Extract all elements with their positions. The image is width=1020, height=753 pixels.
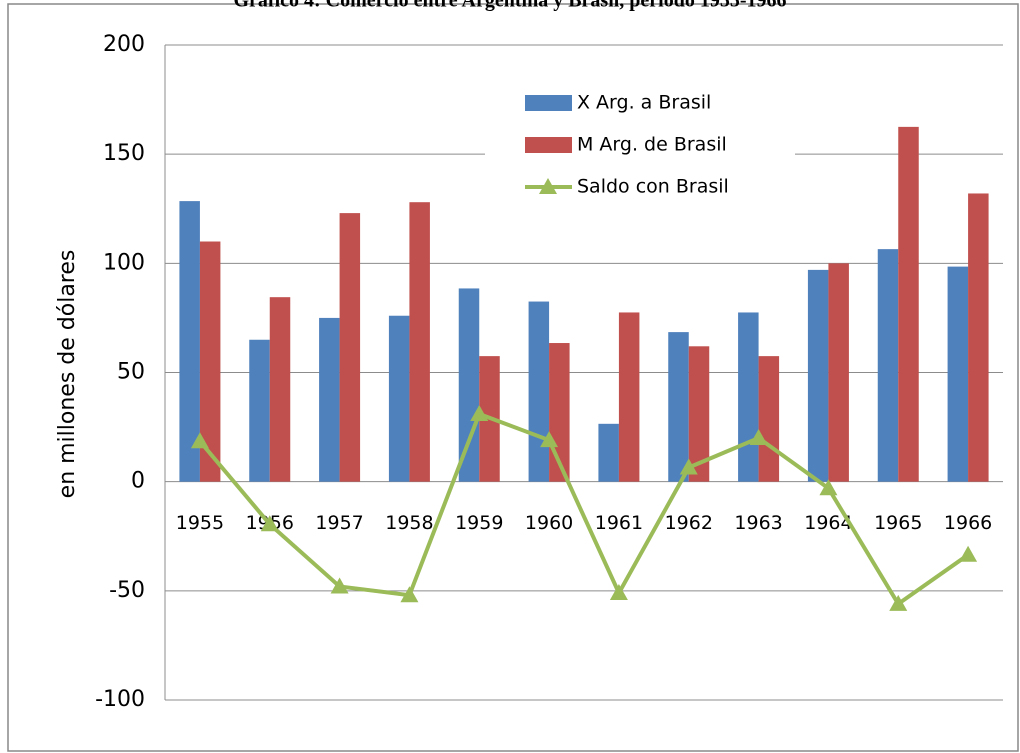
- y-tick-label: 150: [103, 141, 145, 166]
- marker: [190, 432, 209, 449]
- y-tick-label: -50: [109, 578, 145, 603]
- bar: [668, 332, 689, 482]
- marker: [889, 594, 908, 611]
- x-tick-label: 1964: [804, 512, 852, 534]
- bar: [598, 423, 619, 482]
- x-tick-label: 1959: [455, 512, 503, 534]
- x-tick-label: 1957: [315, 512, 363, 534]
- bar: [618, 312, 640, 482]
- bar: [319, 317, 340, 482]
- marker: [400, 586, 419, 603]
- legend-marker: [539, 178, 557, 194]
- x-tick-label: 1958: [385, 512, 433, 534]
- marker: [609, 584, 628, 601]
- marker: [540, 431, 559, 448]
- y-axis-label: en millones de dólares: [55, 250, 80, 499]
- bar: [409, 202, 430, 482]
- bar: [688, 346, 710, 482]
- bar: [738, 312, 759, 482]
- legend-swatch: [525, 137, 572, 153]
- bar: [807, 269, 829, 482]
- bar: [179, 201, 200, 482]
- marker: [959, 545, 978, 562]
- legend-label: M Arg. de Brasil: [577, 134, 727, 156]
- x-tick-label: 1965: [874, 512, 922, 534]
- bar: [898, 126, 919, 482]
- y-tick-label: 50: [117, 360, 145, 385]
- x-tick-label: 1963: [734, 512, 782, 534]
- bar: [828, 263, 849, 482]
- chart-title: Gráfico 4: Comercio entre Argentina y Br…: [233, 0, 786, 12]
- bar: [199, 241, 221, 482]
- marker: [260, 515, 279, 532]
- legend-label: X Arg. a Brasil: [577, 92, 711, 114]
- bar: [947, 266, 969, 482]
- bar: [968, 193, 989, 482]
- x-tick-label: 1962: [665, 512, 713, 534]
- legend-label: Saldo con Brasil: [577, 176, 729, 198]
- bar: [388, 315, 410, 482]
- x-tick-label: 1955: [176, 512, 224, 534]
- bar: [758, 356, 780, 482]
- bar: [269, 297, 291, 482]
- marker: [679, 458, 698, 475]
- legend-swatch: [525, 95, 572, 111]
- bar: [339, 213, 361, 482]
- bar: [249, 339, 270, 482]
- chart-border: [7, 3, 1019, 752]
- x-tick-label: 1961: [595, 512, 643, 534]
- y-tick-label: 0: [131, 469, 145, 494]
- marker: [330, 577, 349, 594]
- line: [198, 411, 970, 607]
- y-tick-label: 100: [103, 250, 145, 275]
- marker: [819, 479, 838, 496]
- y-tick-label: -100: [95, 687, 145, 712]
- bar: [458, 288, 480, 482]
- bar: [528, 301, 550, 482]
- bar: [877, 249, 899, 482]
- y-tick-label: 200: [103, 32, 145, 57]
- x-tick-label: 1960: [525, 512, 573, 534]
- marker: [470, 404, 489, 421]
- x-tick-label: 1966: [944, 512, 992, 534]
- marker: [749, 429, 768, 445]
